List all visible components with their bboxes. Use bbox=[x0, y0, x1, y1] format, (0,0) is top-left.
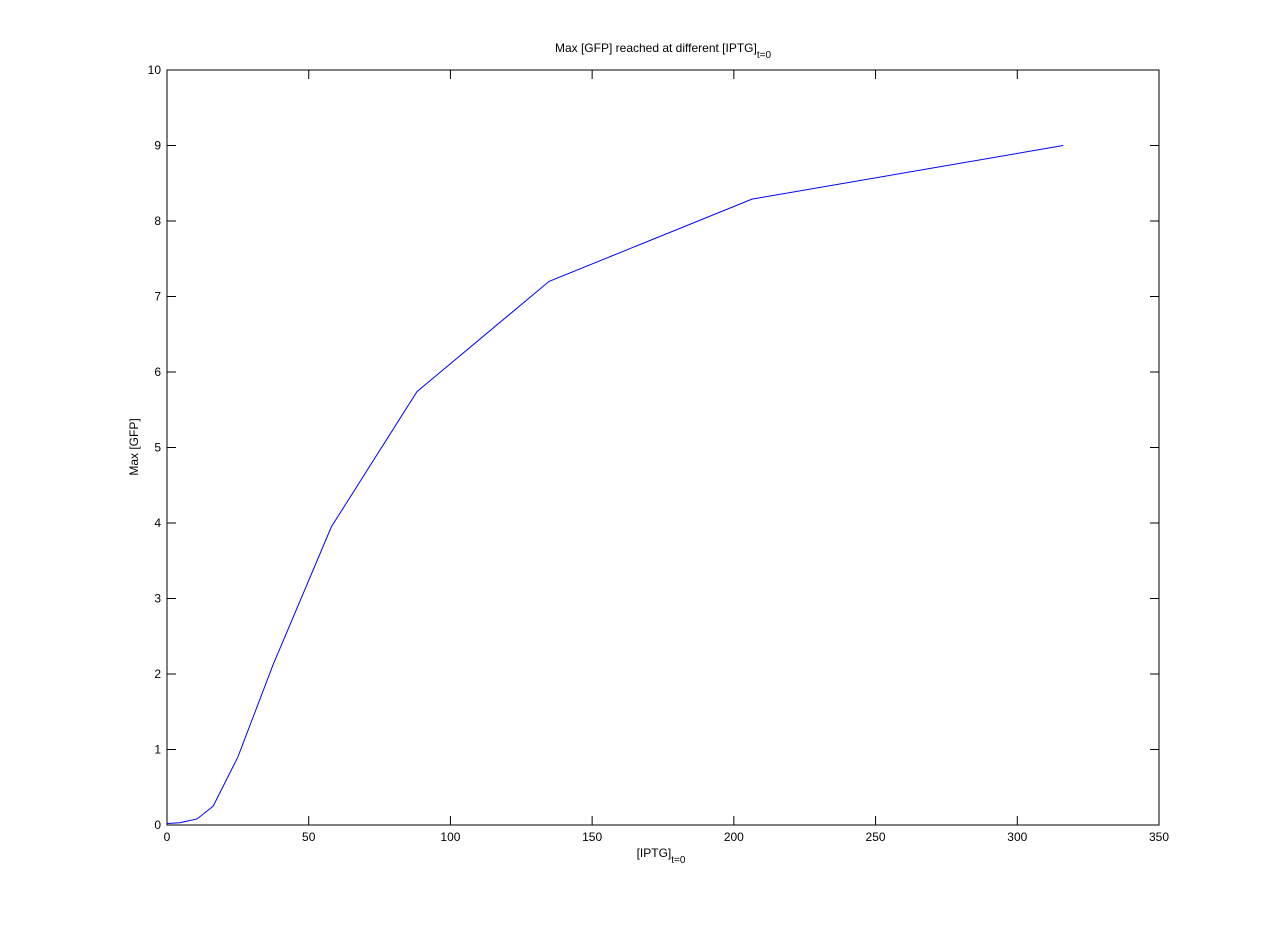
y-tick-label: 8 bbox=[154, 214, 161, 228]
y-tick-label: 3 bbox=[154, 592, 161, 606]
x-tick-label: 50 bbox=[302, 830, 316, 844]
x-tick-label: 150 bbox=[582, 830, 602, 844]
x-tick-label: 0 bbox=[164, 830, 171, 844]
y-tick-label: 5 bbox=[154, 441, 161, 455]
y-tick-label: 9 bbox=[154, 139, 161, 153]
y-tick-label: 2 bbox=[154, 667, 161, 681]
y-tick-label: 1 bbox=[154, 743, 161, 757]
y-axis-label: Max [GFP] bbox=[127, 418, 141, 475]
plot-box bbox=[166, 69, 1160, 826]
data-line bbox=[166, 145, 1064, 824]
x-tick-label: 350 bbox=[1149, 830, 1169, 844]
y-tick-label: 0 bbox=[154, 818, 161, 832]
chart-title: Max [GFP] reached at different [IPTG]t=0 bbox=[555, 41, 771, 61]
y-tick-label: 7 bbox=[154, 290, 161, 304]
y-tick-label: 6 bbox=[154, 365, 161, 379]
title-text: Max [GFP] reached at different [IPTG] bbox=[555, 41, 757, 55]
title-subscript: t=0 bbox=[757, 50, 772, 61]
x-tick-label: 300 bbox=[1007, 830, 1027, 844]
y-tick-label: 10 bbox=[148, 63, 162, 77]
x-tick-label: 250 bbox=[866, 830, 886, 844]
x-axis-label: [IPTG]t=0 bbox=[637, 846, 686, 866]
xlabel-subscript: t=0 bbox=[671, 855, 686, 866]
x-tick-label: 200 bbox=[724, 830, 744, 844]
y-tick-label: 4 bbox=[154, 516, 161, 530]
xlabel-text: [IPTG] bbox=[637, 846, 672, 860]
x-tick-label: 100 bbox=[440, 830, 460, 844]
